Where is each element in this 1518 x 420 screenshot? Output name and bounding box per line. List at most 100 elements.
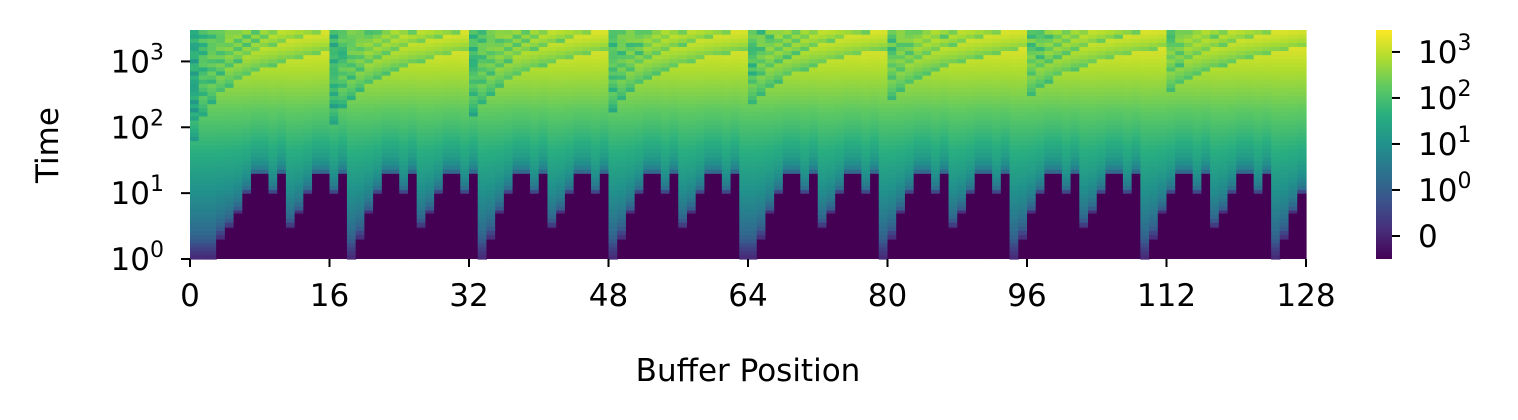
heatmap-cell: [373, 70, 383, 76]
heatmap-cell: [957, 173, 967, 178]
heatmap-cell: [748, 156, 758, 162]
heatmap-cell: [1061, 164, 1072, 170]
heatmap-cell: [495, 95, 505, 101]
heatmap-cell: [294, 148, 304, 154]
heatmap-cell: [373, 193, 383, 259]
heatmap-cell: [652, 128, 662, 133]
heatmap-cell: [1009, 111, 1019, 117]
heatmap-cell: [817, 115, 828, 121]
heatmap-cell: [660, 181, 671, 186]
heatmap-cell: [1175, 87, 1185, 92]
heatmap-cell: [1053, 95, 1063, 101]
heatmap-cell: [198, 111, 209, 117]
heatmap-cell: [652, 152, 662, 158]
heatmap-cell: [303, 160, 313, 166]
heatmap-cell: [434, 111, 444, 117]
heatmap-cell: [1079, 66, 1089, 72]
heatmap-cell: [1157, 38, 1168, 43]
heatmap-cell: [1122, 79, 1133, 84]
heatmap-cell: [669, 119, 679, 125]
heatmap-cell: [826, 173, 836, 178]
heatmap-cell: [530, 70, 540, 76]
heatmap-cell: [817, 87, 828, 92]
heatmap-cell: [530, 144, 540, 150]
heatmap-cell: [678, 209, 688, 215]
heatmap-cell: [207, 124, 217, 129]
heatmap-cell: [765, 185, 775, 191]
heatmap-cell: [1027, 58, 1037, 64]
heatmap-cell: [1122, 128, 1133, 133]
heatmap-cell: [277, 173, 287, 259]
heatmap-cell: [1053, 74, 1063, 80]
heatmap-cell: [521, 107, 531, 113]
heatmap-cell: [233, 169, 243, 174]
heatmap-cell: [1149, 132, 1159, 137]
heatmap-cell: [564, 30, 575, 35]
heatmap-cell: [678, 124, 688, 129]
heatmap-cell: [791, 164, 801, 170]
heatmap-cell: [1079, 214, 1089, 219]
heatmap-cell: [1192, 111, 1202, 117]
heatmap-cell: [931, 38, 941, 43]
heatmap-cell: [469, 128, 479, 133]
heatmap-cell: [1175, 111, 1185, 117]
heatmap-cell: [739, 79, 749, 84]
heatmap-cell: [224, 99, 235, 105]
heatmap-cell: [643, 83, 653, 88]
heatmap-cell: [538, 124, 549, 129]
heatmap-cell: [608, 103, 618, 109]
heatmap-cell: [285, 91, 296, 97]
heatmap-cell: [285, 197, 296, 203]
heatmap-cell: [521, 103, 531, 109]
heatmap-cell: [216, 111, 226, 117]
heatmap-cell: [564, 99, 575, 105]
heatmap-cell: [896, 70, 906, 76]
heatmap-cell: [564, 38, 575, 43]
heatmap-cell: [1018, 66, 1028, 72]
heatmap-cell: [1070, 132, 1080, 137]
heatmap-cell: [486, 95, 496, 101]
heatmap-cell: [503, 144, 514, 150]
heatmap-cell: [957, 148, 967, 154]
heatmap-cell: [1131, 140, 1141, 146]
heatmap-cell: [887, 214, 897, 219]
heatmap-cell: [399, 83, 409, 88]
heatmap-cell: [591, 99, 601, 105]
heatmap-cell: [634, 79, 644, 84]
heatmap-cell: [521, 156, 531, 162]
heatmap-cell: [416, 152, 427, 158]
heatmap-cell: [233, 152, 243, 158]
heatmap-cell: [686, 58, 697, 64]
heatmap-cell: [198, 74, 209, 80]
heatmap-cell: [983, 144, 993, 150]
heatmap-cell: [338, 136, 348, 142]
heatmap-cell: [1088, 205, 1098, 211]
heatmap-cell: [1131, 79, 1141, 84]
heatmap-cell: [198, 181, 209, 186]
heatmap-cell: [303, 87, 313, 92]
heatmap-cell: [774, 58, 784, 64]
heatmap-cell: [399, 136, 409, 142]
heatmap-cell: [242, 42, 252, 47]
heatmap-cell: [669, 115, 679, 121]
heatmap-cell: [1027, 87, 1037, 92]
heatmap-cell: [460, 193, 470, 259]
heatmap-cell: [1175, 62, 1185, 68]
heatmap-cell: [1053, 169, 1063, 174]
heatmap-cell: [713, 173, 723, 259]
heatmap-cell: [608, 99, 618, 105]
heatmap-cell: [904, 58, 915, 64]
heatmap-cell: [625, 107, 636, 113]
heatmap-cell: [878, 62, 889, 68]
heatmap-cell: [957, 70, 967, 76]
heatmap-cell: [285, 144, 296, 150]
heatmap-cell: [896, 128, 906, 133]
heatmap-cell: [652, 156, 662, 162]
heatmap-cell: [1088, 144, 1098, 150]
heatmap-cell: [878, 103, 889, 109]
heatmap-cell: [1105, 144, 1115, 150]
heatmap-cell: [1149, 99, 1159, 105]
heatmap-cell: [686, 124, 697, 129]
heatmap-cell: [1070, 66, 1080, 72]
heatmap-cell: [355, 58, 365, 64]
